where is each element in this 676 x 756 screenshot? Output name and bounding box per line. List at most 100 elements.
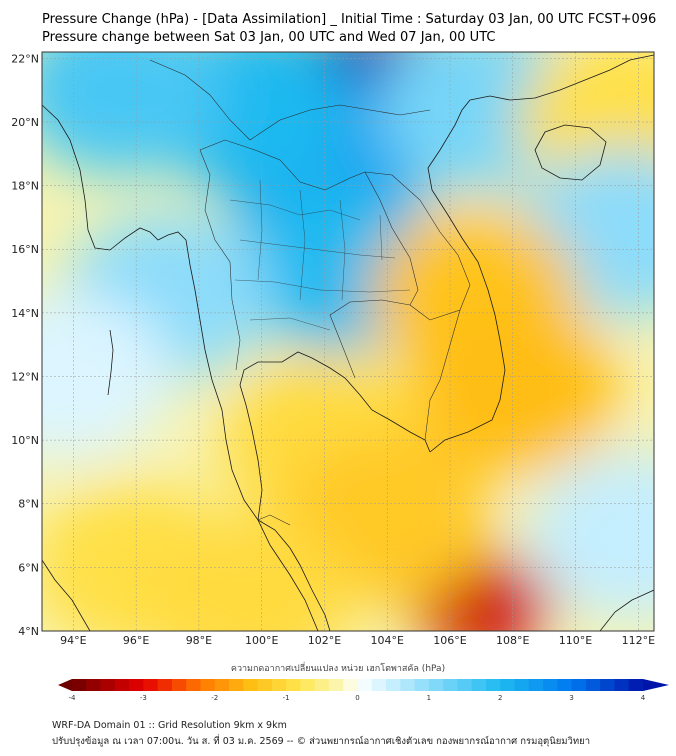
border-thailand-cambodia bbox=[329, 299, 411, 379]
colorbar-segment bbox=[200, 679, 216, 691]
colorbar-segment bbox=[171, 679, 187, 691]
colorbar-segment bbox=[357, 679, 373, 691]
colorbar-segment bbox=[343, 679, 358, 691]
border-china-north bbox=[149, 59, 431, 141]
lon-tick-label: 108°E bbox=[496, 634, 529, 647]
coastline-peninsula-east bbox=[257, 519, 331, 631]
colorbar-tick-label: 3 bbox=[569, 694, 573, 702]
colorbar-tick-label: -1 bbox=[283, 694, 290, 702]
plot-frame bbox=[41, 51, 655, 632]
colorbar: -4 -3 -2 -1 0 1 2 3 4 bbox=[58, 679, 669, 702]
coastline-vietnam bbox=[427, 99, 506, 453]
colorbar-segment bbox=[72, 679, 87, 691]
lon-tick-label: 100°E bbox=[245, 634, 278, 647]
coastline-hainan bbox=[534, 124, 607, 181]
graticule bbox=[42, 52, 654, 631]
colorbar-segment bbox=[314, 679, 330, 691]
colorbar-segment bbox=[300, 679, 316, 691]
coastline-andaman bbox=[107, 329, 114, 396]
pressure-change-map: 22°N 20°N 18°N 16°N 14°N 12°N 10°N 8°N 6°N 4°N 94… bbox=[11, 51, 669, 702]
field-blob bbox=[527, 450, 654, 621]
lon-tick-label: 104°E bbox=[371, 634, 404, 647]
colorbar-segment bbox=[386, 679, 401, 691]
colorbar-tick-label: 4 bbox=[641, 694, 646, 702]
colorbar-segment bbox=[86, 679, 101, 691]
longitude-labels: 94°E 96°E 98°E 100°E 102°E 104°E 106°E 108°E 110… bbox=[60, 634, 655, 647]
colorbar-segment bbox=[143, 679, 159, 691]
colorbar-segment bbox=[328, 679, 344, 691]
colorbar-segment bbox=[186, 679, 201, 691]
colorbar-segment bbox=[129, 679, 144, 691]
colorbar-segment bbox=[257, 679, 273, 691]
lon-tick-label: 94°E bbox=[60, 634, 86, 647]
lat-tick-label: 10°N bbox=[11, 434, 39, 447]
colorbar-segment bbox=[514, 679, 530, 691]
colorbar-segment bbox=[414, 679, 430, 691]
colorbar-segment bbox=[100, 679, 116, 691]
lon-tick-label: 96°E bbox=[123, 634, 149, 647]
colorbar-segment bbox=[571, 679, 587, 691]
colorbar-segment bbox=[528, 679, 544, 691]
lat-tick-label: 14°N bbox=[11, 307, 39, 320]
colorbar-segment bbox=[157, 679, 173, 691]
colorbar-tick-label: 2 bbox=[498, 694, 502, 702]
colorbar-segment bbox=[600, 679, 615, 691]
colorbar-tick-label: -2 bbox=[211, 694, 218, 702]
lon-tick-label: 106°E bbox=[433, 634, 466, 647]
colorbar-label: ความกดอากาศเปลี่ยนแปลง หน่วย เฮกโตพาสคัล… bbox=[230, 664, 446, 674]
colorbar-segment bbox=[443, 679, 458, 691]
coastline-peninsula-west bbox=[185, 239, 319, 631]
lat-tick-label: 20°N bbox=[11, 116, 39, 129]
colorbar-segment bbox=[457, 679, 473, 691]
colorbar-segment bbox=[243, 679, 258, 691]
colorbar-segment bbox=[428, 679, 444, 691]
coastline-south-china bbox=[469, 54, 654, 101]
lon-tick-label: 102°E bbox=[308, 634, 341, 647]
colorbar-segment bbox=[614, 679, 630, 691]
colorbar-max-extend bbox=[643, 679, 669, 691]
lat-tick-label: 16°N bbox=[11, 243, 39, 256]
provinces-thailand bbox=[229, 179, 411, 331]
border-myanmar-thailand bbox=[199, 149, 241, 371]
colorbar-segment bbox=[214, 679, 230, 691]
border-thailand-laos bbox=[199, 139, 419, 306]
lat-tick-label: 4°N bbox=[18, 625, 39, 638]
colorbar-tick-label: -4 bbox=[69, 694, 77, 702]
colorbar-segment bbox=[628, 679, 644, 691]
coastline-gulf-of-thailand bbox=[239, 351, 431, 521]
colorbar-segment bbox=[271, 679, 287, 691]
colorbar-segment bbox=[286, 679, 301, 691]
coastline-borneo bbox=[599, 589, 654, 631]
field-blob bbox=[42, 52, 226, 176]
colorbar-min-extend bbox=[58, 679, 72, 691]
lon-tick-label: 112°E bbox=[622, 634, 655, 647]
map-title: Pressure Change (hPa) - [Data Assimilati… bbox=[42, 12, 657, 27]
plot-area bbox=[41, 51, 655, 632]
border-laos-vietnam bbox=[364, 171, 471, 321]
map-subtitle: Pressure change between Sat 03 Jan, 00 U… bbox=[42, 30, 496, 45]
lat-tick-label: 18°N bbox=[11, 180, 39, 193]
coastline-myanmar-west bbox=[42, 104, 187, 251]
colorbar-segment bbox=[400, 679, 415, 691]
field-blob bbox=[141, 514, 351, 631]
lon-tick-label: 110°E bbox=[559, 634, 592, 647]
lat-tick-label: 12°N bbox=[11, 370, 39, 383]
coastline-sumatra bbox=[42, 559, 91, 631]
footer-model-info: WRF-DA Domain 01 :: Grid Resolution 9km … bbox=[52, 720, 287, 731]
latitude-labels: 22°N 20°N 18°N 16°N 14°N 12°N 10°N 8°N 6°N 4°N bbox=[11, 52, 39, 638]
colorbar-tick-label: -3 bbox=[140, 694, 147, 702]
colorbar-segment bbox=[500, 679, 515, 691]
colorbar-segment bbox=[585, 679, 601, 691]
colorbar-segment bbox=[229, 679, 244, 691]
footer-update-info: ปรับปรุงข้อมูล ณ เวลา 07:00น. วัน ส. ที่… bbox=[52, 736, 591, 747]
colorbar-tick-label: 1 bbox=[427, 694, 431, 702]
border-cambodia-vietnam bbox=[424, 309, 461, 441]
lat-tick-label: 22°N bbox=[11, 52, 39, 65]
lon-tick-label: 98°E bbox=[186, 634, 212, 647]
colorbar-segment bbox=[114, 679, 130, 691]
colorbar-segment bbox=[485, 679, 501, 691]
colorbar-segment bbox=[371, 679, 387, 691]
colorbar-segment bbox=[557, 679, 573, 691]
lat-tick-label: 6°N bbox=[18, 561, 39, 574]
borders bbox=[149, 59, 471, 526]
